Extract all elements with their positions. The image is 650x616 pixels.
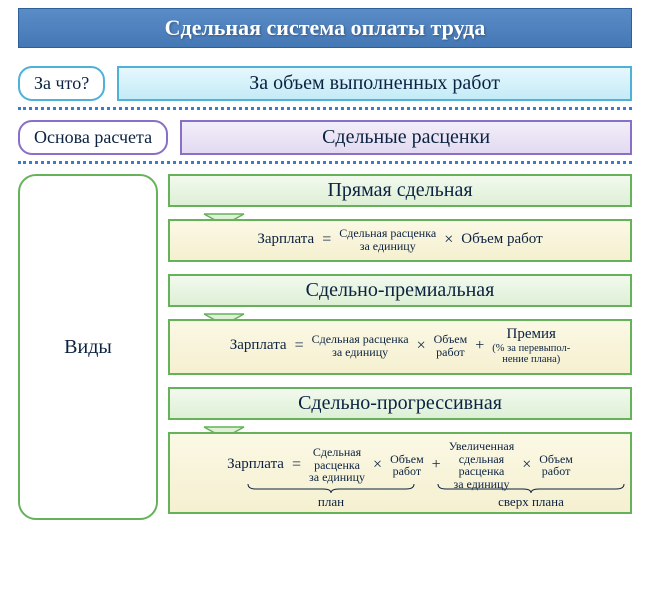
formula-box: Зарплата=Сдельная расценказа единицу×Объ…: [168, 219, 632, 262]
types-section: Виды Прямая сдельная Зарплата=Сдельная ра…: [18, 174, 632, 520]
formula-term: Сдельная расценказа единицу: [312, 333, 409, 358]
divider: [18, 161, 632, 164]
formula-box: Зарплата=Сдельная расценказа единицу×Объ…: [168, 319, 632, 375]
formula-term: Премия(% за перевыпол-нение плана): [492, 327, 570, 365]
type-header: Прямая сдельная: [168, 174, 632, 207]
basis-label: Основа расчета: [18, 120, 168, 155]
reason-value: За объем выполненных работ: [117, 66, 632, 101]
formula-term: Объемработ: [539, 453, 573, 478]
type-header: Сдельно-прогрессивная: [168, 387, 632, 420]
formula-term: Объемработ: [390, 453, 424, 478]
formula-term: Объем работ: [461, 232, 542, 248]
row-basis: Основа расчета Сдельные расценки: [18, 120, 632, 155]
basis-value: Сдельные расценки: [180, 120, 632, 155]
types-label: Виды: [18, 174, 158, 520]
page-title: Сдельная система оплаты труда: [18, 8, 632, 48]
formula-term: Объемработ: [434, 333, 468, 358]
brace-label: план: [246, 482, 416, 510]
reason-label: За что?: [18, 66, 105, 101]
formula-term: Сдельная расценказа единицу: [339, 227, 436, 252]
row-reason: За что? За объем выполненных работ: [18, 66, 632, 101]
divider: [18, 107, 632, 110]
brace-label: сверх плана: [436, 482, 626, 510]
type-header: Сдельно-премиальная: [168, 274, 632, 307]
formula-box: Зарплата=Сдельнаярасценказа единицу×Объе…: [168, 432, 632, 514]
formula-term: Сдельнаярасценказа единицу: [309, 446, 365, 484]
